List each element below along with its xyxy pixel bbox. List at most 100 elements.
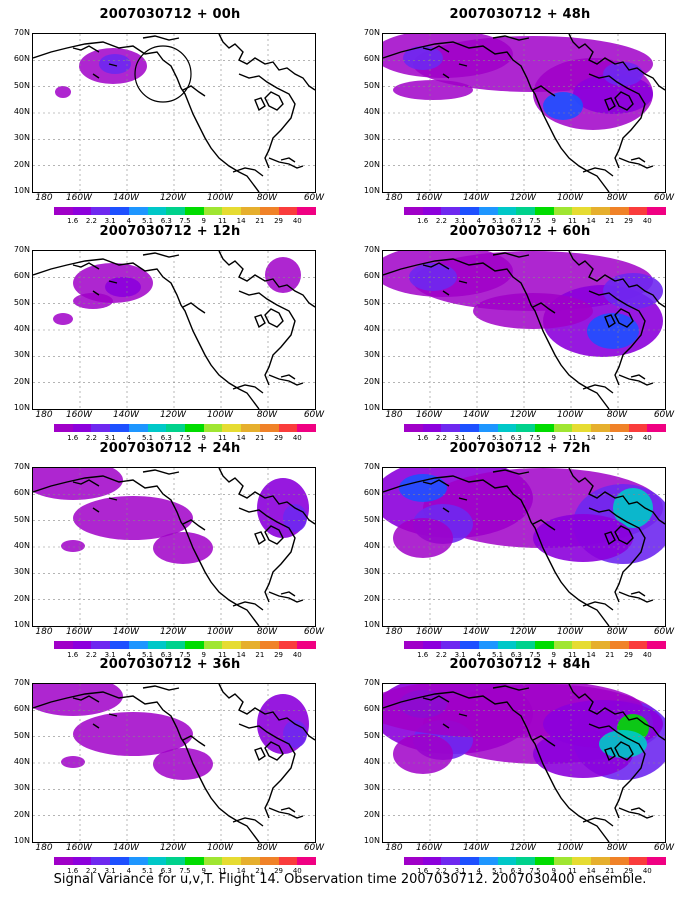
variance-contour	[265, 257, 301, 293]
coastline	[582, 167, 614, 177]
colorbar-swatch	[460, 207, 479, 215]
variance-contour	[73, 712, 193, 756]
coastline	[232, 601, 264, 611]
colorbar-swatch	[516, 424, 536, 432]
latitude-label: 10N	[363, 836, 380, 845]
latitude-label: 30N	[363, 350, 380, 360]
colorbar-swatch	[404, 207, 423, 215]
colorbar-label: 5.1	[491, 867, 504, 875]
colorbar-swatch	[516, 641, 536, 649]
colorbar-label: 29	[274, 867, 284, 875]
coastline	[142, 685, 180, 691]
longitude-label: 160W	[65, 627, 93, 637]
colorbar-label: 2.2	[85, 434, 97, 442]
colorbar-label: 2.2	[435, 867, 447, 875]
colorbar-swatch	[128, 641, 148, 649]
colorbar-swatch	[497, 641, 517, 649]
colorbar-swatch	[422, 424, 442, 432]
colorbar-label: 40	[292, 217, 302, 225]
colorbar-swatch	[72, 857, 92, 865]
variance-contour	[399, 474, 447, 502]
colorbar-label: 40	[642, 217, 652, 225]
coastline	[238, 507, 296, 603]
coastline	[280, 591, 296, 597]
map-svg	[383, 468, 665, 626]
map-svg	[383, 34, 665, 192]
map-plot	[382, 467, 666, 627]
coastline	[630, 807, 646, 813]
colorbar-swatch	[591, 641, 610, 649]
latitude-label: 10N	[13, 836, 30, 845]
coastline	[618, 591, 654, 603]
latitude-label: 20N	[363, 159, 380, 169]
coastline	[588, 723, 646, 819]
longitude-label: 180	[35, 193, 53, 203]
colorbar-swatch	[628, 424, 648, 432]
variance-contour	[153, 748, 213, 780]
colorbar-label: 9	[201, 651, 206, 659]
colorbar-label: 4	[476, 651, 482, 659]
colorbar-swatch	[441, 641, 461, 649]
colorbar-label: 1.6	[67, 217, 79, 225]
coastline	[532, 85, 556, 97]
coastline	[142, 35, 180, 41]
colorbar-swatch	[91, 207, 111, 215]
latitude-label: 40N	[363, 541, 380, 550]
coastline	[108, 63, 118, 67]
longitude-label: 120W	[159, 627, 187, 637]
map-panel: 2007030712 + 84h 70N 60N 50N 40N 30N 20N 10N 180…	[350, 655, 690, 875]
coastline	[182, 519, 206, 531]
latitude-label: 70N	[13, 245, 30, 254]
map-panel: 2007030712 + 36h 70N 60N 50N 40N 30N 20N 10N 180…	[0, 655, 340, 875]
colorbar-swatch	[54, 207, 73, 215]
coastline	[108, 713, 118, 717]
coastline	[614, 91, 634, 111]
colorbar-label: 9	[551, 217, 556, 225]
colorbar-label: 4	[126, 434, 132, 442]
coastline	[218, 468, 315, 525]
colorbar-swatch	[535, 641, 554, 649]
colorbar-swatch	[497, 424, 517, 432]
latitude-label: 60N	[363, 704, 380, 714]
coastline	[582, 601, 614, 611]
coastline	[268, 807, 304, 819]
colorbar-label: 7.5	[179, 651, 191, 659]
coastline	[604, 747, 616, 762]
coastline	[532, 735, 556, 747]
colorbar-swatch	[591, 857, 610, 865]
longitude-label: 160W	[65, 193, 93, 203]
longitude-label: 80W	[256, 410, 278, 420]
coastline	[218, 251, 315, 308]
longitude-label: 60W	[303, 627, 325, 637]
longitude-label: 140W	[112, 627, 140, 637]
colorbar-swatch	[185, 424, 204, 432]
latitude-label: 70N	[13, 462, 30, 471]
longitude-label: 100W	[206, 843, 234, 853]
panel-title: 2007030712 + 12h	[99, 224, 241, 239]
colorbar-swatch	[628, 857, 648, 865]
longitude-label: 120W	[159, 410, 187, 420]
coastline	[254, 531, 266, 546]
colorbar-swatch	[241, 207, 260, 215]
longitude-label: 160W	[65, 410, 93, 420]
coastline	[108, 497, 118, 501]
latitude-label: 30N	[363, 567, 380, 577]
colorbar-label: 3.1	[454, 434, 466, 442]
variance-contour	[105, 277, 141, 297]
variance-contour	[473, 293, 593, 329]
colorbar-swatch	[185, 207, 204, 215]
colorbar-label: 14	[236, 217, 246, 225]
coastline	[383, 258, 610, 409]
colorbar-swatch	[222, 641, 242, 649]
coastline	[232, 384, 264, 394]
colorbar-label: 9	[551, 434, 556, 442]
colorbar-swatch	[128, 857, 148, 865]
coastline	[142, 469, 180, 475]
colorbar-swatch	[278, 424, 298, 432]
colorbar-label: 6.3	[160, 867, 172, 875]
map-plot	[382, 33, 666, 193]
colorbar-swatch	[72, 207, 92, 215]
colorbar-label: 9	[551, 651, 556, 659]
latitude-label: 70N	[363, 678, 380, 687]
coastline	[442, 723, 450, 729]
